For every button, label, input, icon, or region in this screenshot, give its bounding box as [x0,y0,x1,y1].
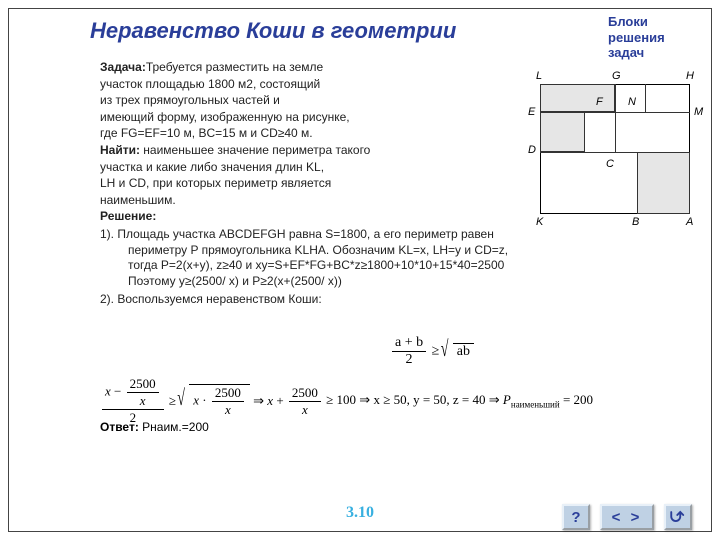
return-icon [669,508,687,526]
help-button[interactable]: ? [562,504,590,530]
prev-next-button[interactable]: < > [600,504,654,530]
pt-F: F [596,96,603,108]
task-label: Задача: [100,60,146,74]
pt-L: L [536,70,542,82]
find-label: Найти: [100,143,140,157]
answer-label: Ответ: [100,420,139,434]
find-l1: наименьшее значение периметра такого [140,143,370,157]
page-title: Неравенство Коши в геометрии [90,18,456,44]
step1-l2: периметру P прямоугольника KLHA. Обознач… [100,243,620,259]
pt-A: A [686,216,693,228]
answer-line: Ответ: Pнаим.=200 [100,420,209,434]
geometry-diagram: L G H E F N M D C K B A [530,70,700,240]
pt-G: G [612,70,621,82]
pt-H: H [686,70,694,82]
step1-l4: Поэтому y≥(2500/ x) и P≥2(x+(2500/ x)) [100,274,620,290]
step1-l3: тогда P=2(x+y), z≥40 и xy=S+EF*FG+BC*z≥1… [100,258,620,274]
task-l1: Требуется разместить на земле [146,60,323,74]
pt-M: M [694,106,703,118]
pt-B: B [632,216,639,228]
prev-next-icon: < > [612,509,643,526]
pt-E: E [528,106,535,118]
frac-den: 2 [392,352,426,368]
pt-C: C [606,158,614,170]
pt-N: N [628,96,636,108]
answer-text: Pнаим.=200 [142,420,209,434]
question-icon: ? [571,509,580,526]
step2: 2). Воспользуемся неравенством Коши: [100,292,620,308]
sqrt-ab: ab [453,343,474,360]
formula-long: x − 2500x 2 ≥ x · 2500x ⇒ x + 2500x ≥ 10… [100,376,593,426]
sidebar-label: Блоки решения задач [608,14,698,61]
page-number: 3.10 [346,504,374,522]
frac-num: a + b [392,335,426,352]
pt-D: D [528,144,536,156]
pt-K: K [536,216,543,228]
formula-cauchy: a + b2 ≥ ab [390,335,474,368]
return-button[interactable] [664,504,692,530]
